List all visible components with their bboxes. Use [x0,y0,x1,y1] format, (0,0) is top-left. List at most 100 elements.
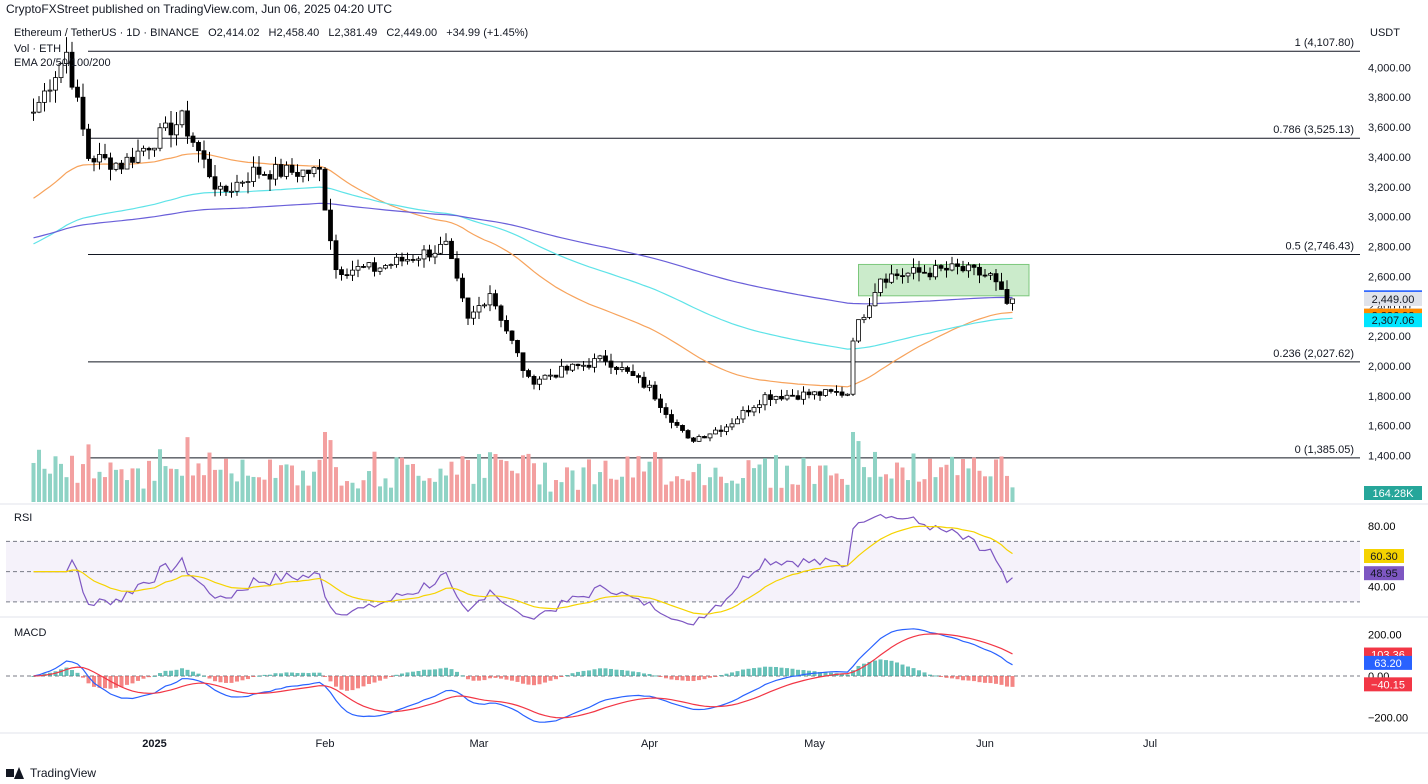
symbol-legend: Ethereum / TetherUS · 1D · BINANCE O2,41… [14,27,534,39]
candle-body [64,51,69,64]
candle-body [828,389,834,392]
candle-body [993,273,999,283]
volume-bar [636,456,641,502]
volume-bar [218,469,223,502]
volume-bar [741,478,745,502]
macd-histogram-bar [917,670,921,676]
candle-body [751,407,757,413]
macd-histogram-bar [614,669,619,676]
macd-histogram-bar [548,676,553,681]
candle-body [438,243,443,254]
price-axis-tick: 4,000.00 [1368,62,1411,74]
footer-brand[interactable]: TradingView [6,766,96,780]
macd-line [33,628,1013,723]
macd-histogram-bar [334,676,338,687]
candle-body [223,185,229,192]
volume-bar [702,485,707,502]
macd-histogram-bar [999,676,1004,685]
volume-bar [317,459,322,502]
macd-histogram-bar [950,676,954,679]
volume-bar [862,467,866,502]
macd-histogram-bar [306,673,311,676]
candle-body [311,167,317,174]
candle-body [608,360,614,368]
macd-histogram-bar [966,676,971,681]
ohlc-low: L2,381.49 [328,27,378,39]
macd-label[interactable]: MACD [14,627,47,639]
volume-bar [103,477,107,502]
volume-bar [933,477,938,502]
candle-body [839,391,845,396]
candle-body [724,426,729,432]
volume-bar [158,449,162,502]
price-axis-tick: 1,400.00 [1368,451,1411,463]
candle-body [58,63,64,79]
rsi-label[interactable]: RSI [14,512,33,524]
ema-legend[interactable]: EMA 20/50/100/200 [14,57,111,69]
macd-histogram-bar [92,676,96,687]
symbol-title[interactable]: Ethereum / TetherUS · 1D · BINANCE [14,27,200,39]
macd-histogram-bar [889,660,894,676]
volume-bar [180,475,184,502]
price-tag [1364,313,1422,328]
candle-body [80,96,86,130]
candle-body [883,278,889,283]
candle-body [856,319,861,342]
macd-histogram-bar [125,676,129,685]
candle-body [630,371,636,376]
price-tag-label: 2,449.00 [1372,294,1415,306]
macd-histogram-bar [922,672,927,676]
macd-histogram-bar [411,671,415,676]
volume-bar [625,456,630,502]
candle-body [152,147,157,151]
volume-bar [449,461,454,502]
volume-bar [235,481,239,502]
candle-body [548,374,553,377]
macd-histogram-bar [466,676,470,680]
rsi-axis-tick: 80.00 [1368,521,1396,533]
volume-bar [262,479,267,502]
macd-histogram-bar [845,674,850,676]
macd-histogram-bar [867,661,872,676]
candle-body [812,391,817,396]
candle-body [597,355,603,360]
volume-bar [339,485,344,502]
macd-histogram-bar [642,673,646,676]
candle-body [97,154,102,163]
macd-histogram-bar [823,672,828,676]
macd-histogram-bar [86,676,91,684]
macd-histogram-bar [944,676,949,678]
volume-bar [691,472,696,502]
volume-bar [587,459,591,502]
volume-bar [768,487,773,502]
macd-histogram-bar [185,669,190,676]
volume-legend[interactable]: Vol · ETH [14,43,62,55]
candle-body [262,174,267,176]
ohlc-high: H2,458.40 [268,27,320,39]
volume-bar [367,471,371,502]
volume-bar [306,485,311,502]
candle-body [504,320,509,332]
macd-histogram-bar [928,674,932,676]
volume-bar [477,454,481,502]
macd-histogram-bar [570,673,575,676]
macd-histogram-bar [675,676,679,681]
fibonacci-level-label: 0.236 (2,027.62) [1273,348,1354,360]
volume-bar [944,464,949,502]
macd-histogram-bar [290,672,294,676]
candle-body [867,305,872,318]
macd-histogram-bar [345,676,349,691]
price-axis-tick: 2,800.00 [1368,242,1411,254]
volume-bar [763,458,767,502]
ema-200-line [33,202,1013,305]
volume-bar [576,489,580,502]
volume-bar [658,458,663,502]
candle-body [922,271,927,274]
rsi-ma-line [33,525,1013,615]
volume-bar [884,474,888,502]
candle-body [553,374,559,378]
candle-body [834,391,839,393]
macd-histogram-bar [625,670,630,676]
volume-bar [735,483,740,502]
